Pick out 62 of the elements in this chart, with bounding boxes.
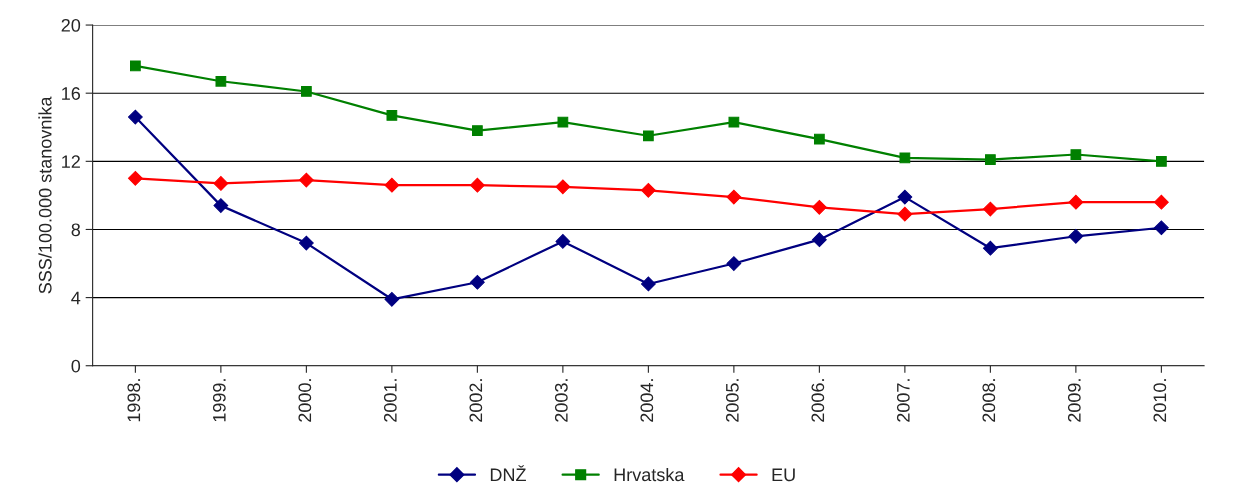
y-tick-label: 8 [71, 223, 81, 237]
point [728, 116, 740, 128]
x-tick-label: 2003. [554, 379, 568, 422]
x-tick-label: 2009. [1067, 379, 1081, 422]
point [1070, 149, 1082, 160]
x-tick-label: 2010. [1153, 379, 1167, 422]
point [897, 206, 913, 222]
point [215, 75, 227, 87]
point [127, 170, 143, 186]
point [982, 201, 998, 217]
x-tick-label: 2001. [383, 379, 397, 422]
point [982, 240, 998, 256]
point [642, 130, 654, 142]
point [469, 177, 485, 193]
x-tick-label: 2002. [469, 379, 483, 422]
point [471, 125, 483, 137]
point [127, 109, 143, 125]
x-tick-label: 2007. [896, 379, 910, 422]
point [1155, 155, 1167, 167]
x-tick-label: 1999. [212, 379, 226, 422]
point [384, 177, 400, 193]
point [897, 189, 913, 205]
point [1153, 194, 1169, 210]
point [726, 189, 742, 205]
point [129, 60, 141, 72]
point [386, 109, 398, 121]
point [1068, 194, 1084, 210]
y-tick-label: 0 [71, 359, 81, 373]
point [811, 199, 827, 215]
x-tick-label: 2005. [725, 379, 739, 422]
point [1153, 220, 1169, 236]
x-tick-label: 2006. [811, 379, 825, 422]
point [726, 256, 742, 271]
x-tick-label: 1998. [127, 379, 141, 422]
point [300, 86, 312, 97]
x-tick-label: 2004. [640, 379, 654, 422]
point [213, 176, 229, 191]
point [813, 133, 825, 145]
legend-label: DNŽ [490, 465, 526, 481]
x-tick-label: 2000. [298, 379, 312, 422]
y-tick-label: 20 [61, 18, 81, 32]
point [469, 274, 485, 290]
point [640, 182, 656, 198]
point [384, 291, 400, 307]
point [557, 116, 569, 128]
y-axis-title: SSS/100.000 stanovnika [38, 96, 52, 294]
y-tick-label: 4 [71, 291, 81, 305]
point [555, 233, 571, 249]
y-tick-label: 12 [62, 155, 80, 168]
point [811, 232, 827, 248]
point [298, 235, 314, 251]
point [984, 154, 996, 165]
point [213, 198, 229, 213]
point [899, 152, 911, 164]
x-tick-label: 2008. [982, 379, 996, 422]
y-tick-label: 16 [62, 87, 81, 100]
legend-label: EU [772, 468, 795, 482]
point [555, 179, 571, 195]
point [298, 172, 314, 188]
point [640, 276, 656, 292]
point [1068, 228, 1084, 244]
legend-label: Hrvatska [614, 467, 685, 482]
